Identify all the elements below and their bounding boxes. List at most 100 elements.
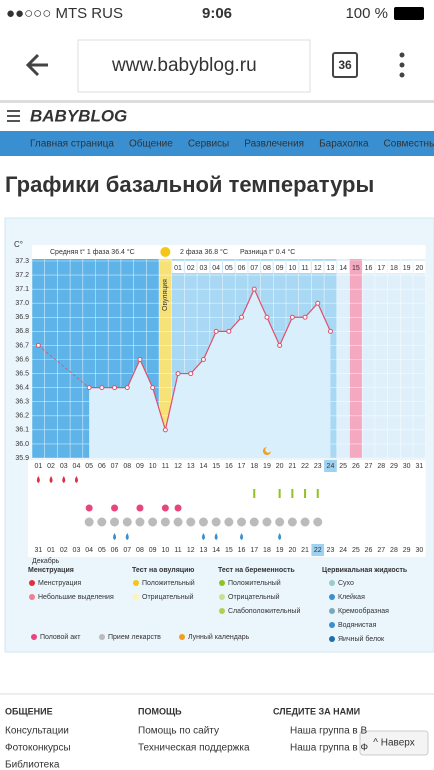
footer-heading: ПОМОЩЬ xyxy=(138,706,182,716)
legend-icon xyxy=(329,594,335,600)
legend-icon xyxy=(219,594,225,600)
footer-heading: ОБЩЕНИЕ xyxy=(5,706,53,716)
temperature-point xyxy=(86,385,92,391)
cycle-day: 18 xyxy=(250,463,258,470)
footer-link[interactable]: Наша группа в В xyxy=(290,726,368,737)
temperature-point xyxy=(213,328,219,334)
area-fill xyxy=(89,289,331,458)
ovulation-icon xyxy=(160,247,171,257)
post-ov-cell xyxy=(184,261,197,273)
menstruation-icon xyxy=(74,476,78,483)
legend-icon xyxy=(219,580,225,586)
post-ov-cell xyxy=(299,261,311,273)
nav-link[interactable]: Главная страница xyxy=(30,139,114,150)
date: 15 xyxy=(225,547,233,554)
cycle-day: 25 xyxy=(339,463,347,470)
y-tick-label: 36.0 xyxy=(15,441,29,448)
nav-link[interactable]: Сервисы xyxy=(188,139,229,150)
legend-icon xyxy=(133,594,139,600)
footer-link[interactable]: Наша группа в Ф xyxy=(290,743,369,754)
date: 03 xyxy=(73,547,81,554)
battery-icon xyxy=(394,7,424,20)
day-column xyxy=(159,245,172,458)
cycle-day: 04 xyxy=(73,463,81,470)
date: 06 xyxy=(111,547,119,554)
menstruation-icon xyxy=(62,476,66,483)
carrier: ●●○○○ MTS RUS xyxy=(6,5,123,22)
post-ov-cell xyxy=(273,261,286,273)
back-button[interactable] xyxy=(25,53,48,77)
footer-link[interactable]: Техническая поддержка xyxy=(138,743,250,754)
day-column xyxy=(32,245,45,458)
to-top-button[interactable] xyxy=(359,730,429,756)
date: 13 xyxy=(200,547,208,554)
intercourse-icon xyxy=(111,504,119,512)
temperature-point xyxy=(162,427,168,433)
day-column xyxy=(57,245,71,458)
moon-icon xyxy=(262,447,271,455)
cycle-day: 07 xyxy=(111,463,119,470)
date: 26 xyxy=(365,547,373,554)
date: 11 xyxy=(174,547,181,554)
menstruation-icon xyxy=(49,476,53,483)
medicine-icon xyxy=(84,517,94,527)
tabs-button[interactable] xyxy=(332,52,358,78)
post-ov-day: 08 xyxy=(263,265,271,272)
nav-bar xyxy=(0,131,434,156)
intercourse-icon xyxy=(136,504,144,512)
footer-link[interactable]: Консультации xyxy=(5,726,69,737)
y-tick-label: 37.2 xyxy=(15,272,29,279)
cycle-day: 19 xyxy=(263,463,271,470)
legend-icon xyxy=(179,634,185,640)
battery: 100 % xyxy=(345,5,388,22)
legend-text: Положительный xyxy=(228,579,281,587)
hamburger[interactable] xyxy=(7,110,20,122)
y-tick-label: 37.3 xyxy=(15,258,29,265)
menu-button[interactable] xyxy=(399,52,405,78)
footer-link[interactable]: Фотоконкурсы xyxy=(5,743,71,754)
date: 24 xyxy=(339,547,347,554)
to-top[interactable]: ^ Наверх xyxy=(373,738,414,749)
legend-text: Небольшие выделения xyxy=(38,593,114,601)
date: 28 xyxy=(390,547,398,554)
gap-connector xyxy=(38,345,90,388)
url[interactable]: www.babyblog.ru xyxy=(111,55,257,76)
date: 08 xyxy=(136,547,144,554)
pregnancy-test-icon xyxy=(304,489,307,498)
cycle-day: 05 xyxy=(85,463,93,470)
url-box[interactable] xyxy=(77,39,311,93)
cycle-day: 14 xyxy=(200,463,208,470)
y-tick-label: 36.6 xyxy=(15,356,29,363)
day-column xyxy=(70,245,83,458)
menstruation-icon xyxy=(36,476,40,483)
temperature-point xyxy=(124,385,130,391)
temperature-point xyxy=(150,385,156,391)
legend-text: Клейкая xyxy=(338,593,365,601)
legend-text: Яичный белок xyxy=(338,635,385,643)
medicine-icon xyxy=(160,517,170,527)
legend-text: Кремообразная xyxy=(338,607,389,615)
footer-link[interactable]: Помощь по сайту xyxy=(138,726,219,737)
logo[interactable]: BABYBLOG xyxy=(30,106,127,125)
nav-link[interactable]: Развлечения xyxy=(244,139,304,150)
cycle-day: 21 xyxy=(288,463,296,470)
intercourse-icon xyxy=(85,504,93,512)
nav-link[interactable]: Совместны xyxy=(384,139,434,150)
post-ov-day: 07 xyxy=(250,265,258,272)
day-column xyxy=(44,245,58,458)
cycle-day: 02 xyxy=(47,463,55,470)
day-column xyxy=(374,245,388,458)
nav-link[interactable]: Барахолка xyxy=(319,139,369,150)
date: 01 xyxy=(47,547,55,554)
footer-link[interactable]: Библиотека xyxy=(5,759,60,770)
post-ov-day: 19 xyxy=(403,265,411,272)
post-ov-cell xyxy=(362,261,375,273)
post-ov-day: 06 xyxy=(238,265,246,272)
phase2-label: 2 фаза 36.8 °C xyxy=(180,248,228,256)
legend-icon xyxy=(29,594,35,600)
tabs-count[interactable]: 36 xyxy=(338,58,352,72)
y-tick-label: 36.5 xyxy=(15,370,29,377)
y-tick-label: 36.8 xyxy=(15,328,29,335)
cycle-day: 22 xyxy=(301,463,309,470)
nav-link[interactable]: Общение xyxy=(129,138,173,150)
